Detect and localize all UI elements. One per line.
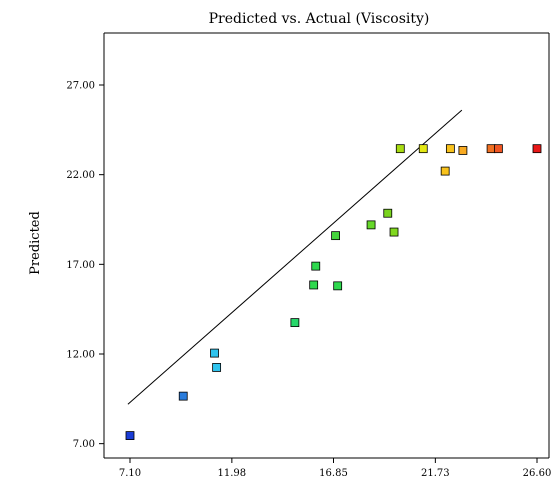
data-point — [178, 391, 188, 401]
data-point — [311, 261, 321, 271]
y-tick-label: 7.00 — [73, 439, 95, 450]
data-point — [493, 144, 503, 154]
data-point — [389, 227, 399, 237]
chart-title: Predicted vs. Actual (Viscosity) — [209, 11, 430, 27]
data-points — [125, 144, 542, 440]
data-point — [212, 363, 222, 372]
y-tick-label: 22.00 — [66, 170, 95, 181]
data-point — [486, 144, 496, 154]
data-point — [290, 318, 300, 328]
reference-line — [127, 109, 463, 405]
x-axis-ticks: 7.10 11.98 16.85 21.73 26.60 — [119, 458, 551, 479]
data-point — [309, 280, 319, 290]
y-axis-label: Predicted — [28, 211, 43, 275]
x-tick-label: 7.10 — [119, 468, 141, 479]
data-point — [445, 144, 455, 154]
data-point — [333, 281, 343, 291]
data-point — [532, 144, 542, 154]
x-tick-label: 26.60 — [523, 468, 552, 479]
data-point — [383, 208, 393, 218]
y-tick-label: 27.00 — [66, 81, 95, 92]
data-point — [366, 220, 376, 230]
x-tick-label: 11.98 — [218, 468, 247, 479]
y-tick-label: 12.00 — [66, 349, 95, 360]
data-point — [418, 144, 428, 154]
y-axis-ticks: 7.00 12.00 17.00 22.00 27.00 — [66, 81, 104, 450]
x-tick-label: 16.85 — [319, 468, 348, 479]
data-point — [440, 166, 450, 176]
y-tick-label: 17.00 — [66, 260, 95, 271]
data-point — [331, 231, 340, 241]
data-point — [125, 431, 135, 440]
x-tick-label: 21.73 — [421, 468, 450, 479]
data-point — [210, 348, 219, 358]
data-point — [395, 144, 405, 154]
data-point — [458, 146, 468, 155]
